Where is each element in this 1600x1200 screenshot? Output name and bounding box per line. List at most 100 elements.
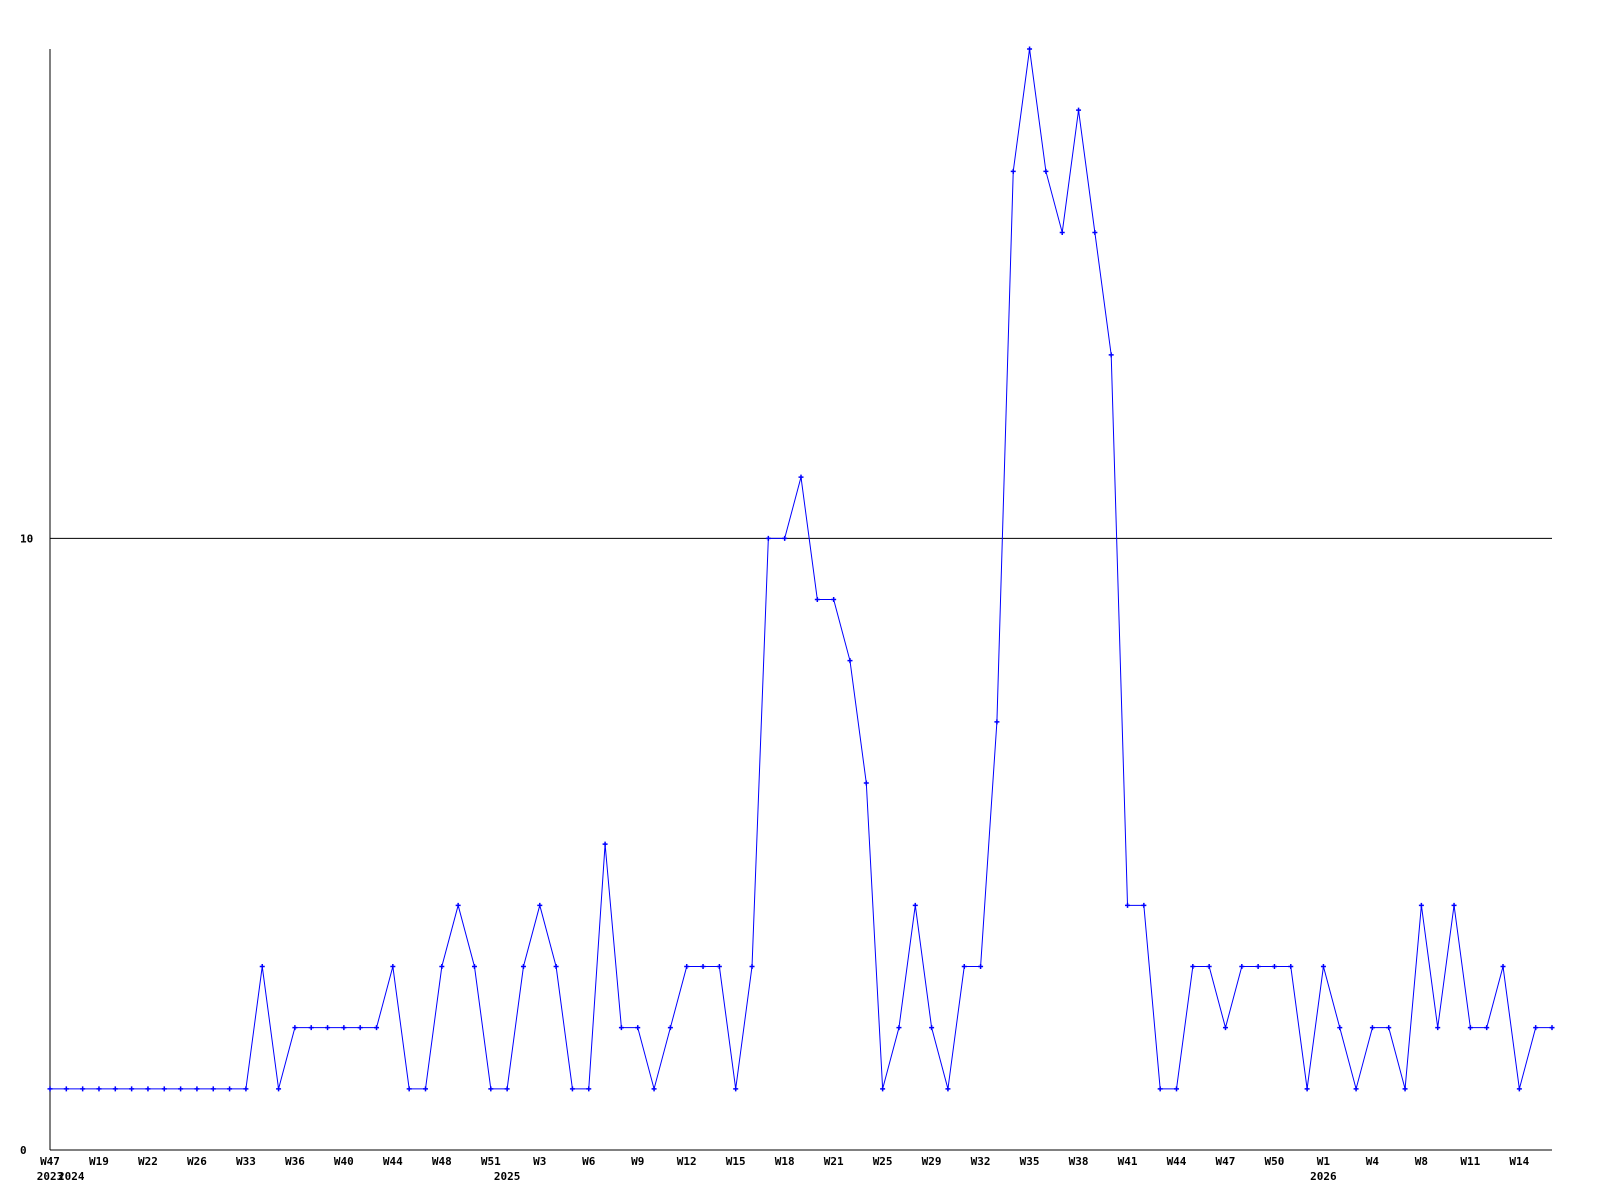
data-point	[504, 1086, 510, 1092]
x-tick-label: W14	[1509, 1155, 1529, 1168]
data-point	[880, 1086, 886, 1092]
data-point	[716, 964, 722, 969]
data-point	[1255, 964, 1261, 969]
data-point	[1533, 1025, 1539, 1031]
data-point	[782, 535, 788, 541]
data-point	[1402, 1086, 1408, 1092]
data-point	[1484, 1025, 1490, 1031]
data-point	[847, 658, 853, 664]
x-tick-label: W51	[481, 1155, 501, 1168]
data-point	[1222, 1025, 1228, 1031]
data-point	[1027, 46, 1033, 52]
data-point	[651, 1086, 657, 1092]
data-point	[553, 964, 559, 969]
x-tick-label: W44	[383, 1155, 403, 1168]
y-tick-label-0: 0	[20, 1144, 27, 1157]
year-label: 2023	[37, 1170, 64, 1183]
data-point	[635, 1025, 641, 1031]
data-point	[129, 1086, 135, 1092]
data-point	[667, 1025, 673, 1031]
data-point	[1500, 964, 1506, 969]
data-point	[684, 964, 690, 969]
data-point	[63, 1086, 69, 1092]
data-point	[145, 1086, 151, 1092]
data-point	[602, 841, 608, 847]
data-point	[1076, 107, 1082, 113]
data-point	[733, 1086, 739, 1092]
data-point	[814, 597, 820, 602]
x-tick-label: W12	[677, 1155, 697, 1168]
data-point	[292, 1025, 298, 1031]
data-point	[112, 1086, 118, 1092]
data-point	[390, 964, 396, 969]
data-point	[1288, 964, 1294, 969]
data-point	[178, 1086, 184, 1092]
x-tick-label: W22	[138, 1155, 158, 1168]
data-point	[161, 1086, 167, 1092]
data-point	[1549, 1025, 1555, 1031]
data-point	[96, 1086, 102, 1092]
data-point	[1092, 230, 1098, 235]
data-point	[1451, 902, 1457, 908]
data-point	[243, 1086, 249, 1092]
x-tick-label: W18	[775, 1155, 795, 1168]
data-point	[357, 1025, 363, 1031]
year-label: 2025	[494, 1170, 521, 1183]
x-tick-label: W50	[1265, 1155, 1285, 1168]
x-tick-label: W35	[1020, 1155, 1040, 1168]
x-tick-label: W3	[533, 1155, 546, 1168]
year-label: 2026	[1310, 1170, 1337, 1183]
data-point	[210, 1086, 216, 1092]
data-point	[1059, 230, 1065, 235]
data-point	[455, 902, 461, 908]
data-point	[1353, 1086, 1359, 1092]
x-tick-label: W4	[1366, 1155, 1380, 1168]
data-point	[618, 1025, 624, 1031]
x-tick-label: W19	[89, 1155, 109, 1168]
x-tick-label: W11	[1460, 1155, 1480, 1168]
data-point	[1435, 1025, 1441, 1031]
y-tick-label-10: 10	[20, 532, 33, 545]
data-point	[1125, 902, 1131, 908]
data-point	[308, 1025, 314, 1031]
data-point	[439, 964, 445, 969]
data-point	[1467, 1025, 1473, 1031]
data-point	[520, 964, 526, 969]
data-point	[1239, 964, 1245, 969]
data-point	[259, 964, 265, 969]
data-point	[341, 1025, 347, 1031]
data-point	[700, 964, 706, 969]
x-tick-label: W48	[432, 1155, 452, 1168]
data-point	[488, 1086, 494, 1092]
x-tick-label: W15	[726, 1155, 746, 1168]
x-tick-label: W36	[285, 1155, 305, 1168]
data-point	[325, 1025, 331, 1031]
x-tick-label: W47	[1216, 1155, 1236, 1168]
data-point	[1043, 168, 1049, 174]
data-point	[912, 902, 918, 908]
data-point	[896, 1025, 902, 1031]
x-tick-label: W38	[1069, 1155, 1089, 1168]
data-point	[945, 1086, 951, 1092]
x-tick-label: W29	[922, 1155, 942, 1168]
x-tick-label: W32	[971, 1155, 991, 1168]
data-point	[1271, 964, 1277, 969]
data-point	[1304, 1086, 1310, 1092]
x-tick-label: W1	[1317, 1155, 1331, 1168]
data-point	[749, 964, 755, 969]
data-point	[1157, 1086, 1163, 1092]
x-tick-label: W9	[631, 1155, 644, 1168]
data-point	[1386, 1025, 1392, 1031]
data-point	[798, 474, 804, 480]
year-label: 2024	[58, 1170, 85, 1183]
data-point	[1174, 1086, 1179, 1092]
data-point	[227, 1086, 233, 1092]
data-point	[1190, 964, 1196, 969]
data-point	[194, 1086, 200, 1092]
data-point	[994, 719, 1000, 725]
data-point	[276, 1086, 282, 1092]
data-point	[863, 780, 869, 786]
data-point	[537, 902, 543, 908]
